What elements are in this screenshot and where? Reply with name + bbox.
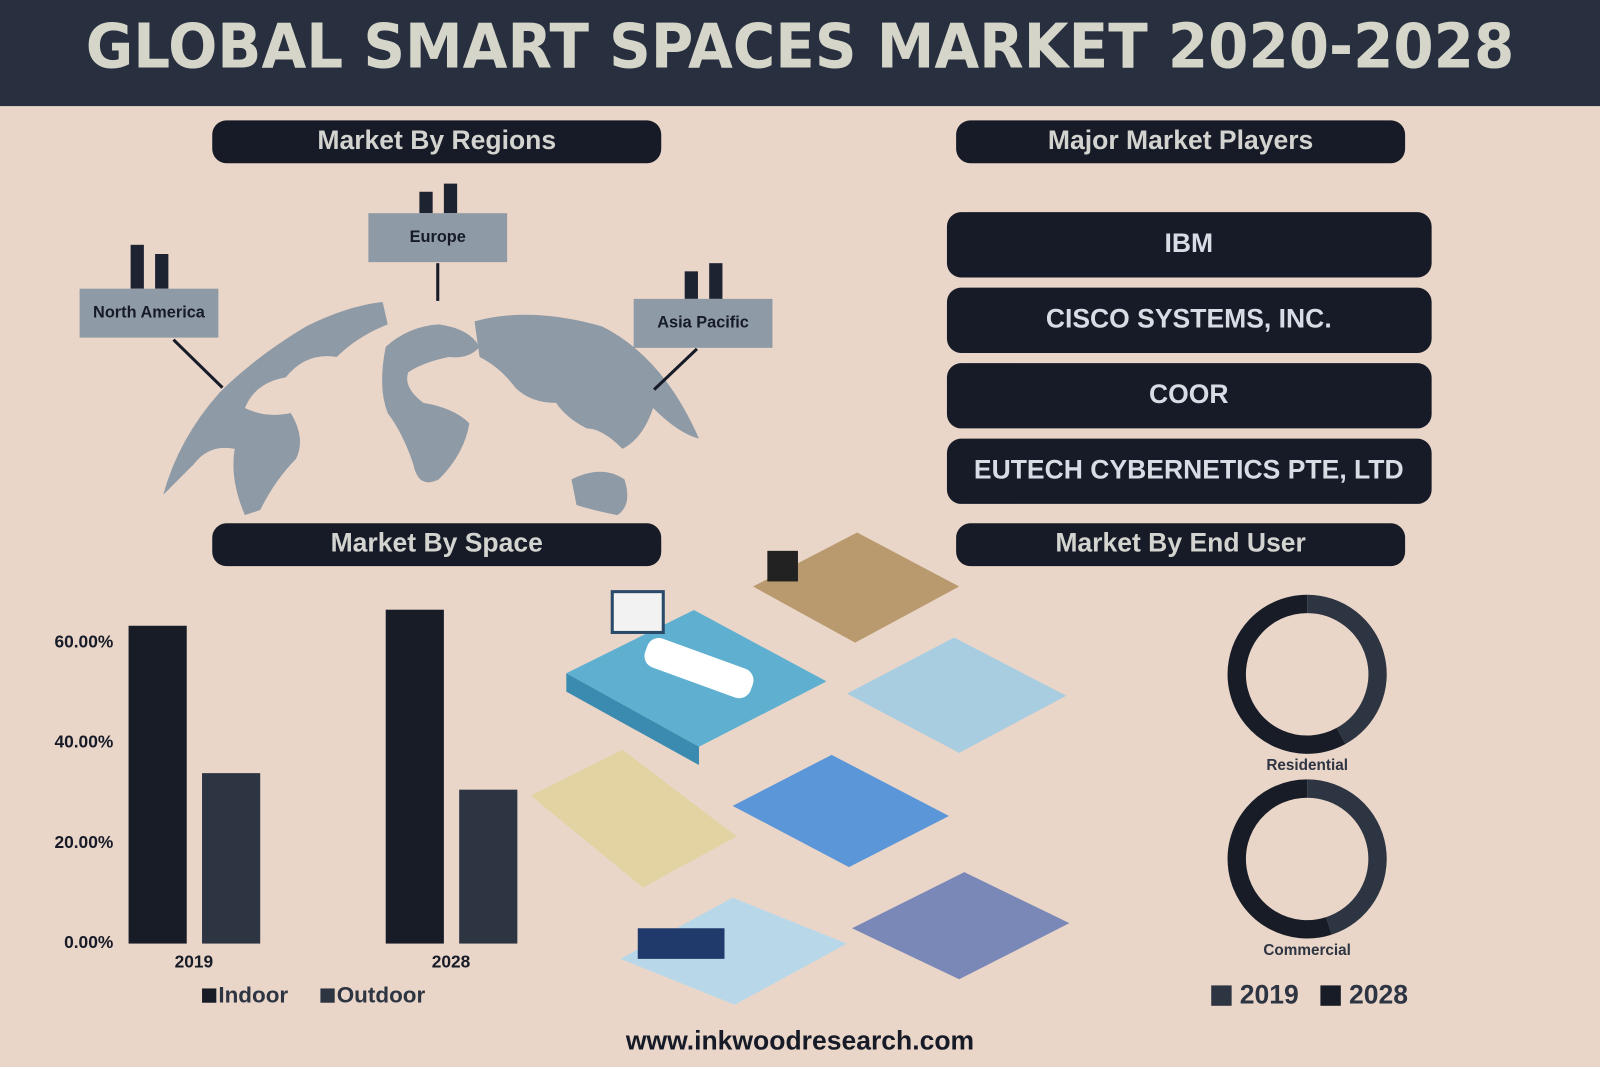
section-pill <box>956 523 1406 567</box>
section-pill <box>956 120 1406 164</box>
region-box <box>633 298 773 348</box>
room <box>753 532 960 643</box>
section-pill <box>212 523 662 567</box>
region-bar <box>419 191 433 214</box>
region-label: Europe <box>410 228 466 246</box>
y-tick-label: 40.00% <box>54 732 113 752</box>
donut-segment <box>1227 594 1346 754</box>
australia <box>571 471 628 516</box>
world-map <box>163 301 699 516</box>
bar <box>385 609 444 944</box>
table <box>644 638 754 699</box>
tv <box>767 550 798 582</box>
donut-segment <box>1227 779 1332 939</box>
player-name: COOR <box>1149 379 1229 409</box>
region-box <box>368 213 508 263</box>
page-title: GLOBAL SMART SPACES MARKET 2020-2028 <box>86 12 1515 83</box>
americas <box>163 301 388 516</box>
y-tick-label: 0.00% <box>64 932 113 952</box>
player-name: EUTECH CYBERNETICS PTE, LTD <box>974 454 1404 484</box>
website: www.inkwoodresearch.com <box>625 1026 974 1056</box>
section-pill <box>212 120 662 164</box>
region-box <box>79 288 219 338</box>
pointer-line <box>653 347 698 391</box>
legend-swatch <box>1211 985 1232 1006</box>
player-name: CISCO SYSTEMS, INC. <box>1046 303 1332 333</box>
section-title: Market By Regions <box>317 125 556 155</box>
room <box>852 872 1070 980</box>
y-tick-label: 20.00% <box>54 832 113 852</box>
room <box>732 754 949 868</box>
player-box <box>946 363 1432 429</box>
bar <box>128 625 187 944</box>
asia <box>474 314 699 449</box>
player-box <box>946 438 1432 504</box>
donut-segment <box>1306 594 1387 744</box>
room <box>620 897 847 1005</box>
legend-label: Indoor <box>218 983 288 1008</box>
region-bar <box>155 253 169 289</box>
section-title: Major Market Players <box>1048 125 1313 155</box>
y-tick-label: 60.00% <box>54 631 113 651</box>
room-edge <box>566 673 699 766</box>
region-label: Asia Pacific <box>657 314 749 332</box>
europe-africa <box>382 324 480 483</box>
legend-label: 2028 <box>1349 980 1408 1010</box>
x-tick-label: 2019 <box>175 952 214 972</box>
legend-label: 2019 <box>1240 980 1299 1010</box>
player-name: IBM <box>1164 228 1213 258</box>
legend-swatch <box>1320 985 1341 1006</box>
office-illustration <box>530 532 1070 1005</box>
region-bar <box>443 183 458 214</box>
header <box>0 0 1600 107</box>
legend-swatch <box>320 988 335 1003</box>
desk <box>637 928 725 959</box>
region-bar <box>709 263 723 299</box>
section-title: Market By Space <box>331 528 543 558</box>
region-bar <box>684 271 698 299</box>
section-title: Market By End User <box>1055 528 1306 558</box>
legend-label: Outdoor <box>337 983 426 1008</box>
pointer-line <box>172 338 224 389</box>
board <box>610 590 665 634</box>
region-label: North America <box>93 303 206 321</box>
x-tick-label: 2028 <box>432 952 471 972</box>
donut-chart: Residential Commercial 2019 2028 <box>1211 594 1408 1010</box>
room <box>530 749 737 888</box>
donut-label: Commercial <box>1263 942 1351 959</box>
bar <box>202 773 261 944</box>
donut-label: Residential <box>1266 757 1348 774</box>
player-box <box>946 212 1432 278</box>
bar <box>459 789 518 944</box>
room <box>846 637 1067 753</box>
region-bar <box>130 244 144 289</box>
bar-chart: 0.00% 20.00% 40.00% 60.00% 2019 2028 Indoor Out… <box>54 609 518 1008</box>
legend-swatch <box>202 988 217 1003</box>
region-labels: North America Europe Asia Pacific <box>79 183 773 391</box>
player-box <box>946 287 1432 353</box>
donut-segment <box>1306 779 1387 935</box>
players-list: IBM CISCO SYSTEMS, INC. COOR EUTECH CYBERNE… <box>946 212 1432 504</box>
